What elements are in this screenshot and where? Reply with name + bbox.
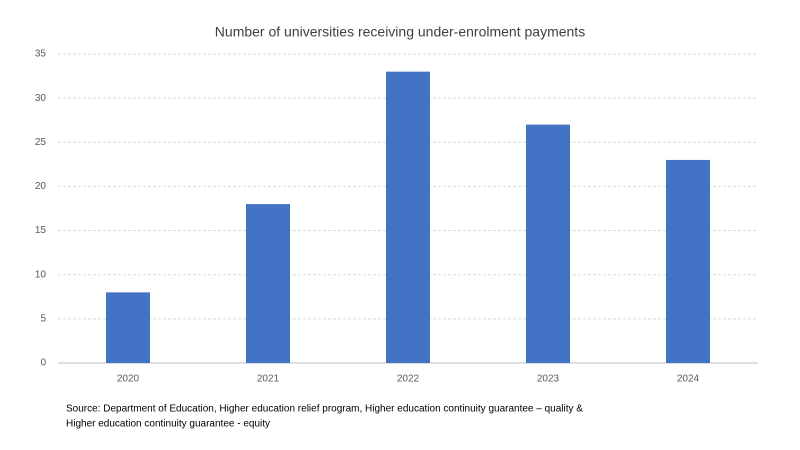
- x-tick-label: 2022: [397, 374, 420, 385]
- x-tick-label: 2021: [257, 374, 280, 385]
- x-tick-label: 2024: [677, 374, 700, 385]
- y-tick-label: 35: [35, 49, 47, 60]
- bar: [386, 71, 430, 364]
- y-tick-label: 25: [35, 137, 47, 148]
- source-note: Source: Department of Education, Higher …: [66, 404, 583, 415]
- y-tick-label: 30: [35, 93, 47, 104]
- source-note: Higher education continuity guarantee - …: [66, 419, 270, 430]
- y-tick-label: 0: [40, 358, 46, 369]
- bar: [246, 204, 290, 363]
- y-tick-label: 5: [40, 313, 46, 324]
- x-tick-label: 2023: [537, 374, 560, 385]
- x-tick-label: 2020: [117, 374, 140, 385]
- bar: [526, 124, 570, 363]
- bar: [666, 159, 710, 363]
- y-tick-label: 20: [35, 181, 47, 192]
- chart-title: Number of universities receiving under-e…: [215, 24, 585, 40]
- y-tick-label: 10: [35, 269, 47, 280]
- bar: [106, 292, 150, 363]
- y-tick-label: 15: [35, 225, 47, 236]
